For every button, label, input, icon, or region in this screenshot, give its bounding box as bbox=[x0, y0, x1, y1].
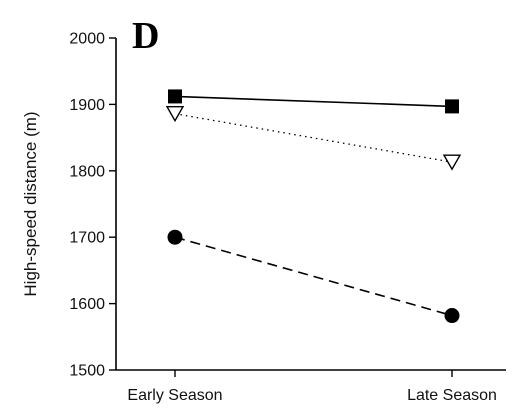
y-axis-title: High-speed distance (m) bbox=[21, 111, 40, 296]
series-line bbox=[174, 236, 453, 317]
y-tick-label: 2000 bbox=[69, 31, 105, 48]
series-3 bbox=[167, 229, 460, 324]
y-tick-label: 1900 bbox=[69, 97, 105, 114]
data-point-square bbox=[445, 99, 459, 114]
y-tick-label: 1500 bbox=[69, 363, 105, 380]
series-line bbox=[174, 95, 453, 108]
axes: 1500 1600 1700 1800 1900 2000 Early Season Late… bbox=[21, 31, 506, 404]
x-tick-label: Early Season bbox=[127, 387, 222, 404]
series-1 bbox=[168, 89, 459, 114]
data-point-triangle bbox=[165, 105, 185, 123]
data-point-triangle bbox=[442, 154, 462, 171]
series-2 bbox=[165, 105, 462, 171]
y-tick-label: 1800 bbox=[69, 163, 105, 180]
series-group bbox=[165, 89, 462, 324]
panel-letter: D bbox=[132, 15, 159, 57]
y-tick-label: 1700 bbox=[69, 230, 105, 247]
data-point-square bbox=[168, 89, 182, 104]
data-point-circle bbox=[444, 308, 460, 324]
x-tick-label: Late Season bbox=[407, 387, 497, 404]
data-point-circle bbox=[167, 229, 183, 245]
y-tick-label: 1600 bbox=[69, 296, 105, 313]
series-line bbox=[174, 113, 453, 163]
